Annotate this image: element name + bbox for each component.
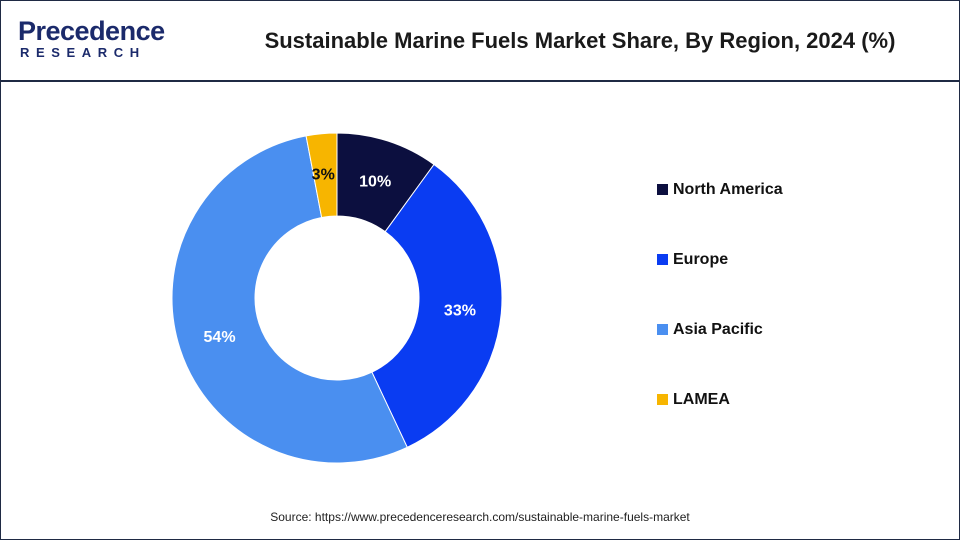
legend-swatch (657, 324, 668, 335)
legend-label: Asia Pacific (673, 321, 763, 338)
donut-slice-europe (371, 163, 503, 448)
legend-label: Europe (673, 251, 729, 268)
legend-label: North America (673, 181, 783, 198)
donut-slice-asia-pacific (171, 135, 408, 464)
legend-swatch (657, 184, 668, 195)
source-note: Source: https://www.precedenceresearch.c… (270, 510, 690, 524)
chart-title: Sustainable Marine Fuels Market Share, B… (264, 28, 896, 53)
logo-subtitle: RESEARCH (20, 45, 146, 60)
data-label-lamea: 3% (312, 167, 335, 184)
data-label-asia-pacific: 54% (204, 329, 236, 346)
logo-wordmark: Precedence (18, 16, 165, 46)
legend-swatch (657, 394, 668, 405)
header: Precedence RESEARCH Sustainable Marine F… (0, 0, 960, 82)
donut-slice-lamea (305, 132, 338, 219)
chart-area: 10% 33% 54% 3% North America Europe Asia Pa… (0, 84, 960, 504)
data-label-europe: 33% (444, 303, 476, 320)
brand-logo: Precedence RESEARCH (18, 16, 168, 66)
legend-swatch (657, 254, 668, 265)
data-label-north-america: 10% (359, 174, 391, 191)
donut-chart: 10% 33% 54% 3% (171, 132, 503, 464)
legend-label: LAMEA (673, 391, 730, 408)
